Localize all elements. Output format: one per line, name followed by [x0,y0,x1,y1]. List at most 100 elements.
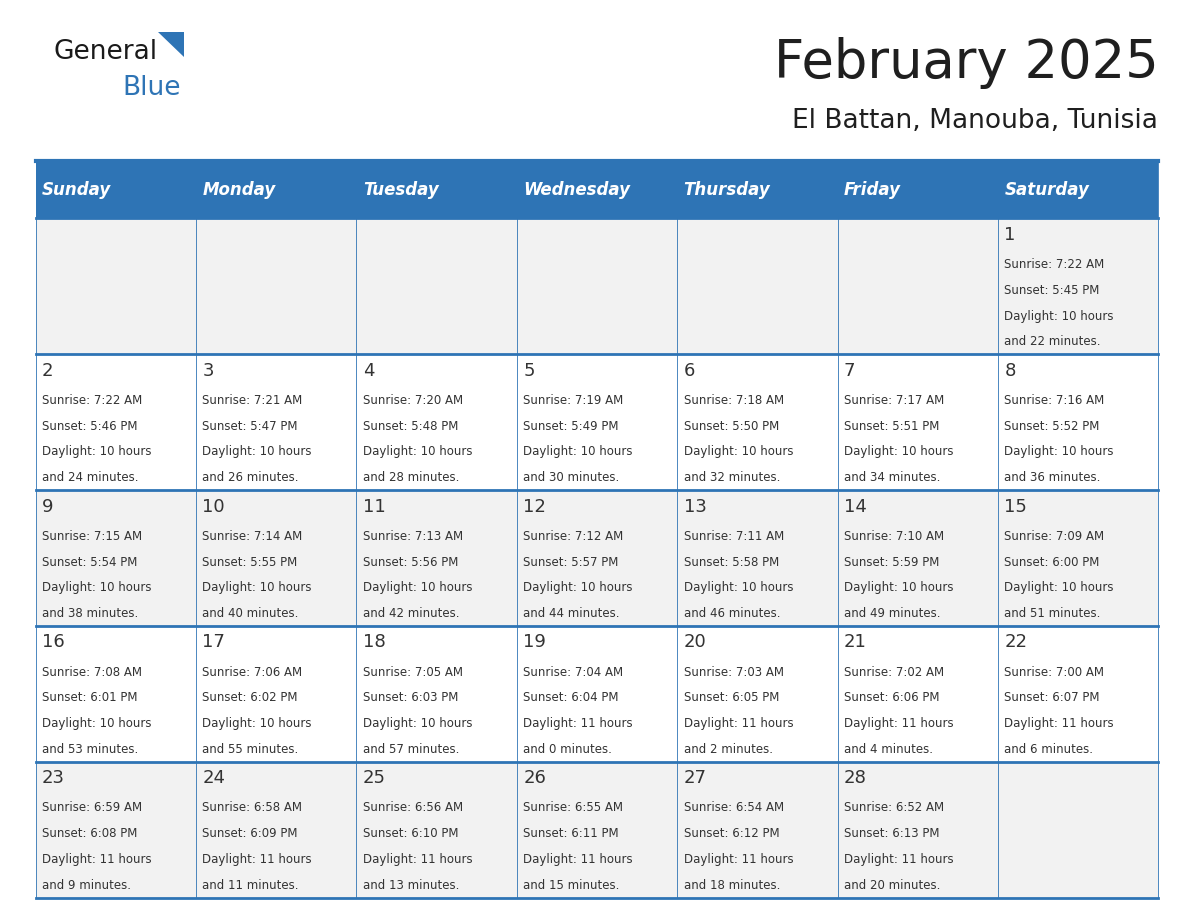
Text: Sunset: 5:55 PM: Sunset: 5:55 PM [202,555,298,568]
Text: Sunrise: 7:08 AM: Sunrise: 7:08 AM [42,666,143,678]
Text: 17: 17 [202,633,226,652]
Text: 27: 27 [683,769,707,788]
Text: and 44 minutes.: and 44 minutes. [523,607,620,621]
Text: 14: 14 [843,498,867,516]
Text: Daylight: 10 hours: Daylight: 10 hours [42,445,152,458]
Text: Sunset: 5:45 PM: Sunset: 5:45 PM [1004,284,1100,297]
Text: and 26 minutes.: and 26 minutes. [202,471,299,485]
Text: Sunset: 6:04 PM: Sunset: 6:04 PM [523,691,619,704]
Text: and 30 minutes.: and 30 minutes. [523,471,619,485]
Text: Daylight: 11 hours: Daylight: 11 hours [683,717,794,730]
Text: Sunrise: 7:22 AM: Sunrise: 7:22 AM [42,394,143,407]
Bar [36,626,1158,762]
Text: Daylight: 10 hours: Daylight: 10 hours [1004,309,1114,322]
Text: Sunrise: 7:05 AM: Sunrise: 7:05 AM [362,666,463,678]
Text: Sunset: 5:54 PM: Sunset: 5:54 PM [42,555,138,568]
Text: Sunset: 6:09 PM: Sunset: 6:09 PM [202,827,298,840]
Text: 10: 10 [202,498,225,516]
Text: Sunset: 6:06 PM: Sunset: 6:06 PM [843,691,940,704]
Text: 19: 19 [523,633,546,652]
Text: 7: 7 [843,362,855,380]
Text: 4: 4 [362,362,374,380]
Text: and 55 minutes.: and 55 minutes. [202,743,298,756]
Text: Sunset: 6:12 PM: Sunset: 6:12 PM [683,827,779,840]
Text: 21: 21 [843,633,867,652]
Text: 6: 6 [683,362,695,380]
Text: Thursday: Thursday [683,181,770,198]
Text: Daylight: 11 hours: Daylight: 11 hours [42,853,152,866]
Text: Sunrise: 7:22 AM: Sunrise: 7:22 AM [1004,258,1105,271]
Text: Sunday: Sunday [42,181,112,198]
Text: Saturday: Saturday [1004,181,1089,198]
Text: and 53 minutes.: and 53 minutes. [42,743,138,756]
Text: Sunrise: 6:59 AM: Sunrise: 6:59 AM [42,801,143,814]
Text: and 28 minutes.: and 28 minutes. [362,471,460,485]
Text: Daylight: 10 hours: Daylight: 10 hours [362,717,473,730]
Text: and 24 minutes.: and 24 minutes. [42,471,139,485]
Text: Daylight: 10 hours: Daylight: 10 hours [42,717,152,730]
Text: Sunset: 5:52 PM: Sunset: 5:52 PM [1004,420,1100,432]
Text: Daylight: 11 hours: Daylight: 11 hours [202,853,312,866]
Text: Blue: Blue [122,75,181,101]
Text: Daylight: 10 hours: Daylight: 10 hours [683,581,794,594]
Text: Sunset: 5:59 PM: Sunset: 5:59 PM [843,555,940,568]
Text: Wednesday: Wednesday [523,181,630,198]
Text: Daylight: 10 hours: Daylight: 10 hours [523,581,633,594]
Text: Daylight: 11 hours: Daylight: 11 hours [683,853,794,866]
Text: Daylight: 10 hours: Daylight: 10 hours [202,717,312,730]
Text: and 15 minutes.: and 15 minutes. [523,879,620,892]
Text: and 42 minutes.: and 42 minutes. [362,607,460,621]
Text: and 20 minutes.: and 20 minutes. [843,879,941,892]
Text: and 57 minutes.: and 57 minutes. [362,743,460,756]
Text: and 22 minutes.: and 22 minutes. [1004,335,1101,349]
Text: 1: 1 [1004,226,1016,244]
Text: Daylight: 10 hours: Daylight: 10 hours [683,445,794,458]
Text: Sunrise: 6:55 AM: Sunrise: 6:55 AM [523,801,624,814]
Text: Sunrise: 7:16 AM: Sunrise: 7:16 AM [1004,394,1105,407]
Text: 2: 2 [42,362,53,380]
Text: Sunrise: 7:00 AM: Sunrise: 7:00 AM [1004,666,1105,678]
Text: and 11 minutes.: and 11 minutes. [202,879,299,892]
Text: and 13 minutes.: and 13 minutes. [362,879,460,892]
Text: 13: 13 [683,498,707,516]
Text: Sunrise: 7:14 AM: Sunrise: 7:14 AM [202,530,303,543]
Text: 20: 20 [683,633,707,652]
Text: Daylight: 10 hours: Daylight: 10 hours [42,581,152,594]
Text: 24: 24 [202,769,226,788]
Text: 28: 28 [843,769,867,788]
Text: 9: 9 [42,498,53,516]
Text: and 4 minutes.: and 4 minutes. [843,743,933,756]
Text: 3: 3 [202,362,214,380]
Text: General: General [53,39,158,64]
Text: Sunrise: 7:13 AM: Sunrise: 7:13 AM [362,530,463,543]
Text: and 18 minutes.: and 18 minutes. [683,879,781,892]
Text: and 9 minutes.: and 9 minutes. [42,879,131,892]
Text: 26: 26 [523,769,546,788]
Text: Sunrise: 7:04 AM: Sunrise: 7:04 AM [523,666,624,678]
Text: Sunset: 6:03 PM: Sunset: 6:03 PM [362,691,459,704]
Text: and 32 minutes.: and 32 minutes. [683,471,781,485]
Text: 16: 16 [42,633,65,652]
Text: Daylight: 10 hours: Daylight: 10 hours [1004,445,1114,458]
Text: and 0 minutes.: and 0 minutes. [523,743,612,756]
Text: and 2 minutes.: and 2 minutes. [683,743,772,756]
Text: and 46 minutes.: and 46 minutes. [683,607,781,621]
Text: Sunset: 5:56 PM: Sunset: 5:56 PM [362,555,459,568]
Text: Sunrise: 7:17 AM: Sunrise: 7:17 AM [843,394,944,407]
Text: 8: 8 [1004,362,1016,380]
Text: and 40 minutes.: and 40 minutes. [202,607,299,621]
Text: 23: 23 [42,769,65,788]
Text: 25: 25 [362,769,386,788]
Text: Sunset: 6:07 PM: Sunset: 6:07 PM [1004,691,1100,704]
Text: Sunset: 5:48 PM: Sunset: 5:48 PM [362,420,459,432]
Polygon shape [158,32,184,57]
Text: February 2025: February 2025 [773,37,1158,89]
Text: 18: 18 [362,633,386,652]
Text: Sunset: 6:00 PM: Sunset: 6:00 PM [1004,555,1100,568]
Text: Sunset: 6:08 PM: Sunset: 6:08 PM [42,827,138,840]
Text: and 49 minutes.: and 49 minutes. [843,607,941,621]
Text: Sunset: 5:50 PM: Sunset: 5:50 PM [683,420,779,432]
Text: Daylight: 10 hours: Daylight: 10 hours [523,445,633,458]
Bar [36,490,1158,626]
Text: Sunrise: 6:58 AM: Sunrise: 6:58 AM [202,801,303,814]
